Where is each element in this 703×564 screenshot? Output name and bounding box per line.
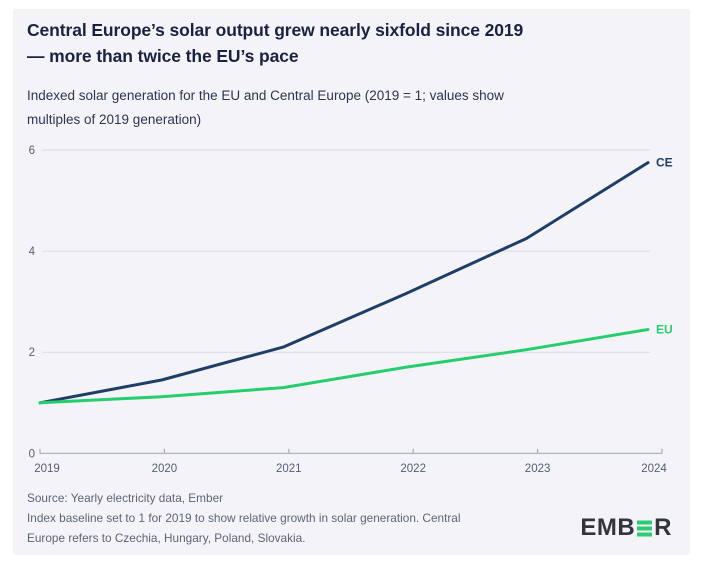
ember-logo-text-right: R — [654, 514, 672, 541]
x-axis: 2019 2020 2021 2022 2023 2024 — [34, 448, 667, 475]
chart-title-line1: Central Europe’s solar output grew nearl… — [27, 20, 524, 40]
series-end-labels: CE EU — [656, 156, 673, 337]
y-tick-label: 4 — [29, 246, 36, 258]
series-label-ce: CE — [656, 156, 673, 170]
ember-logo: EMB R — [580, 516, 672, 540]
series-label-eu: EU — [656, 322, 673, 336]
chart-subtitle-line2: multiples of 2019 generation) — [27, 112, 202, 127]
methodology-note-line2: Europe refers to Czechia, Hungary, Polan… — [27, 531, 306, 545]
source-note: Source: Yearly electricity data, Ember — [27, 491, 224, 505]
ember-logo-text-left: EMB — [580, 514, 636, 541]
x-tick-label: 2019 — [34, 463, 60, 475]
x-tick-label: 2023 — [525, 463, 551, 475]
chart-title: Central Europe’s solar output grew nearl… — [27, 17, 687, 69]
x-tick-label: 2021 — [276, 463, 302, 475]
chart-card — [13, 9, 690, 555]
chart-subtitle-line1: Indexed solar generation for the EU and … — [27, 88, 504, 103]
gridlines — [42, 149, 650, 353]
logo-equals-icon — [637, 520, 653, 537]
x-tick-label: 2020 — [152, 463, 178, 475]
series-line-ce — [38, 161, 650, 405]
series-line-eu — [38, 328, 650, 405]
y-tick-label: 0 — [29, 448, 35, 460]
footer-notes: Source: Yearly electricity data, Ember I… — [27, 488, 460, 548]
chart-title-line2: — more than twice the EU’s pace — [27, 46, 299, 66]
y-tick-label: 6 — [29, 145, 35, 157]
x-tick-label: 2022 — [400, 463, 426, 475]
y-tick-label: 2 — [29, 347, 35, 359]
x-tick-label: 2024 — [641, 463, 667, 475]
series-lines — [38, 161, 650, 405]
chart-subtitle: Indexed solar generation for the EU and … — [27, 84, 667, 132]
y-axis-labels: 0 2 4 6 — [29, 145, 36, 460]
methodology-note-line1: Index baseline set to 1 for 2019 to show… — [27, 511, 461, 525]
